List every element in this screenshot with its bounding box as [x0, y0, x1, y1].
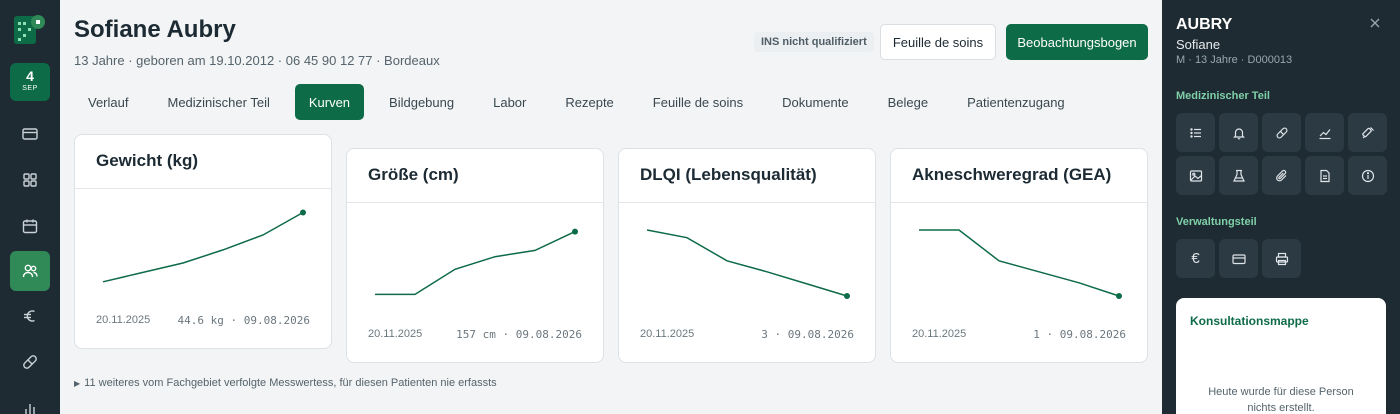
sparkline-chart: [919, 229, 1122, 299]
card-icon[interactable]: [10, 114, 50, 154]
chart-title: Gewicht (kg): [96, 151, 199, 170]
section-medical-title: Medizinischer Teil: [1176, 90, 1270, 102]
tab-bar: Verlauf Medizinischer Teil Kurven Bildge…: [74, 84, 1090, 120]
euro-icon[interactable]: €: [1176, 239, 1215, 278]
date-day: 4: [26, 68, 34, 84]
bell-icon[interactable]: [1219, 113, 1258, 152]
beobachtungsbogen-button[interactable]: Beobachtungsbogen: [1006, 24, 1148, 60]
series-line: [375, 230, 576, 296]
document-icon[interactable]: [1305, 156, 1344, 195]
euro-icon[interactable]: [10, 296, 50, 336]
flask-icon[interactable]: [1219, 156, 1258, 195]
chart-latest-value: 1 · 09.08.2026: [1033, 328, 1126, 341]
folder-empty-message: Heute wurde für diese Person nichts erst…: [1208, 386, 1354, 414]
chart-latest-value: 3 · 09.08.2026: [761, 328, 854, 341]
panel-last-name: AUBRY: [1176, 16, 1233, 33]
paperclip-icon[interactable]: [1262, 156, 1301, 195]
chart-title: DLQI (Lebensqualität): [640, 165, 817, 184]
list-icon[interactable]: [1176, 113, 1215, 152]
app-logo-icon[interactable]: [12, 12, 48, 48]
today-date-badge[interactable]: 4 SEP: [10, 63, 50, 101]
tab-patientenzugang[interactable]: Patientenzugang: [967, 94, 1065, 110]
tab-rezepte[interactable]: Rezepte: [565, 94, 614, 110]
divider: [891, 202, 1147, 203]
chart-card-height[interactable]: Größe (cm) 20.11.2025 157 cm · 09.08.202…: [346, 148, 604, 363]
divider: [75, 188, 331, 189]
chart-title: Akneschweregrad (GEA): [912, 165, 1112, 184]
printer-icon[interactable]: [1262, 239, 1301, 278]
bar-chart-icon[interactable]: [10, 388, 50, 414]
latest-point: [300, 209, 306, 216]
ins-status-badge: INS nicht qualifiziert: [754, 32, 874, 52]
chart-card-gea[interactable]: Akneschweregrad (GEA) 20.11.2025 1 · 09.…: [890, 148, 1148, 363]
patient-side-panel: AUBRY Sofiane M · 13 Jahre · D000013 Med…: [1162, 0, 1400, 414]
series-line: [646, 229, 848, 297]
tab-kurven[interactable]: Kurven: [294, 84, 365, 120]
syringe-icon[interactable]: [1348, 113, 1387, 152]
line-chart-icon[interactable]: [1305, 113, 1344, 152]
chart-start-date: 20.11.2025: [912, 328, 967, 340]
date-month: SEP: [22, 85, 38, 92]
chart-card-weight[interactable]: Gewicht (kg) 20.11.2025 44.6 kg · 09.08.…: [74, 134, 332, 349]
users-icon[interactable]: [10, 251, 50, 291]
tab-bildgebung[interactable]: Bildgebung: [389, 94, 455, 110]
chart-latest-value: 44.6 kg · 09.08.2026: [177, 314, 310, 327]
patient-info: 13 Jahre · geboren am 19.10.2012 · 06 45…: [74, 53, 440, 68]
feuille-de-soins-button[interactable]: Feuille de soins: [880, 24, 996, 60]
calendar-icon[interactable]: [10, 206, 50, 246]
divider: [347, 202, 603, 203]
patient-name: Sofiane Aubry: [74, 16, 236, 43]
panel-patient-meta: M · 13 Jahre · D000013: [1176, 54, 1293, 66]
more-measurements-text: 11 weiteres vom Fachgebiet verfolgte Mes…: [84, 377, 497, 389]
tab-medizinischer-teil[interactable]: Medizinischer Teil: [167, 94, 270, 110]
consultation-folder-card: Konsultationsmappe Heute wurde für diese…: [1176, 298, 1386, 414]
left-navigation: 4 SEP: [0, 0, 60, 414]
grid-icon[interactable]: [10, 160, 50, 200]
chart-start-date: 20.11.2025: [640, 328, 695, 340]
divider: [619, 202, 875, 203]
latest-point: [844, 293, 850, 299]
sparkline-chart: [646, 229, 850, 299]
tab-belege[interactable]: Belege: [887, 94, 929, 110]
image-icon[interactable]: [1176, 156, 1215, 195]
tab-feuille-de-soins[interactable]: Feuille de soins: [652, 94, 744, 110]
chart-start-date: 20.11.2025: [368, 328, 423, 340]
pill-icon[interactable]: [1262, 113, 1301, 152]
tab-dokumente[interactable]: Dokumente: [782, 94, 849, 110]
latest-point: [1116, 293, 1122, 299]
chart-latest-value: 157 cm · 09.08.2026: [456, 328, 582, 341]
sparkline-chart: [375, 228, 578, 296]
chart-title: Größe (cm): [368, 165, 459, 184]
more-measurements-toggle[interactable]: ▶ 11 weiteres vom Fachgebiet verfolgte Me…: [74, 377, 497, 389]
expand-triangle-icon: ▶: [74, 379, 81, 388]
chart-card-dlqi[interactable]: DLQI (Lebensqualität) 20.11.2025 3 · 09.…: [618, 148, 876, 363]
close-icon[interactable]: [1368, 16, 1382, 30]
pill-icon[interactable]: [10, 342, 50, 382]
chart-start-date: 20.11.2025: [96, 314, 151, 326]
tab-labor[interactable]: Labor: [493, 94, 527, 110]
card-icon[interactable]: [1219, 239, 1258, 278]
series-line: [102, 211, 304, 283]
folder-title: Konsultationsmappe: [1190, 314, 1309, 328]
info-icon[interactable]: [1348, 156, 1387, 195]
main-content: Sofiane Aubry 13 Jahre · geboren am 19.1…: [60, 0, 1162, 414]
section-admin-title: Verwaltungsteil: [1176, 216, 1257, 228]
latest-point: [572, 228, 578, 235]
series-line: [919, 229, 1120, 297]
tab-verlauf[interactable]: Verlauf: [88, 94, 129, 110]
sparkline-chart: [102, 209, 306, 283]
panel-first-name: Sofiane: [1176, 37, 1221, 52]
